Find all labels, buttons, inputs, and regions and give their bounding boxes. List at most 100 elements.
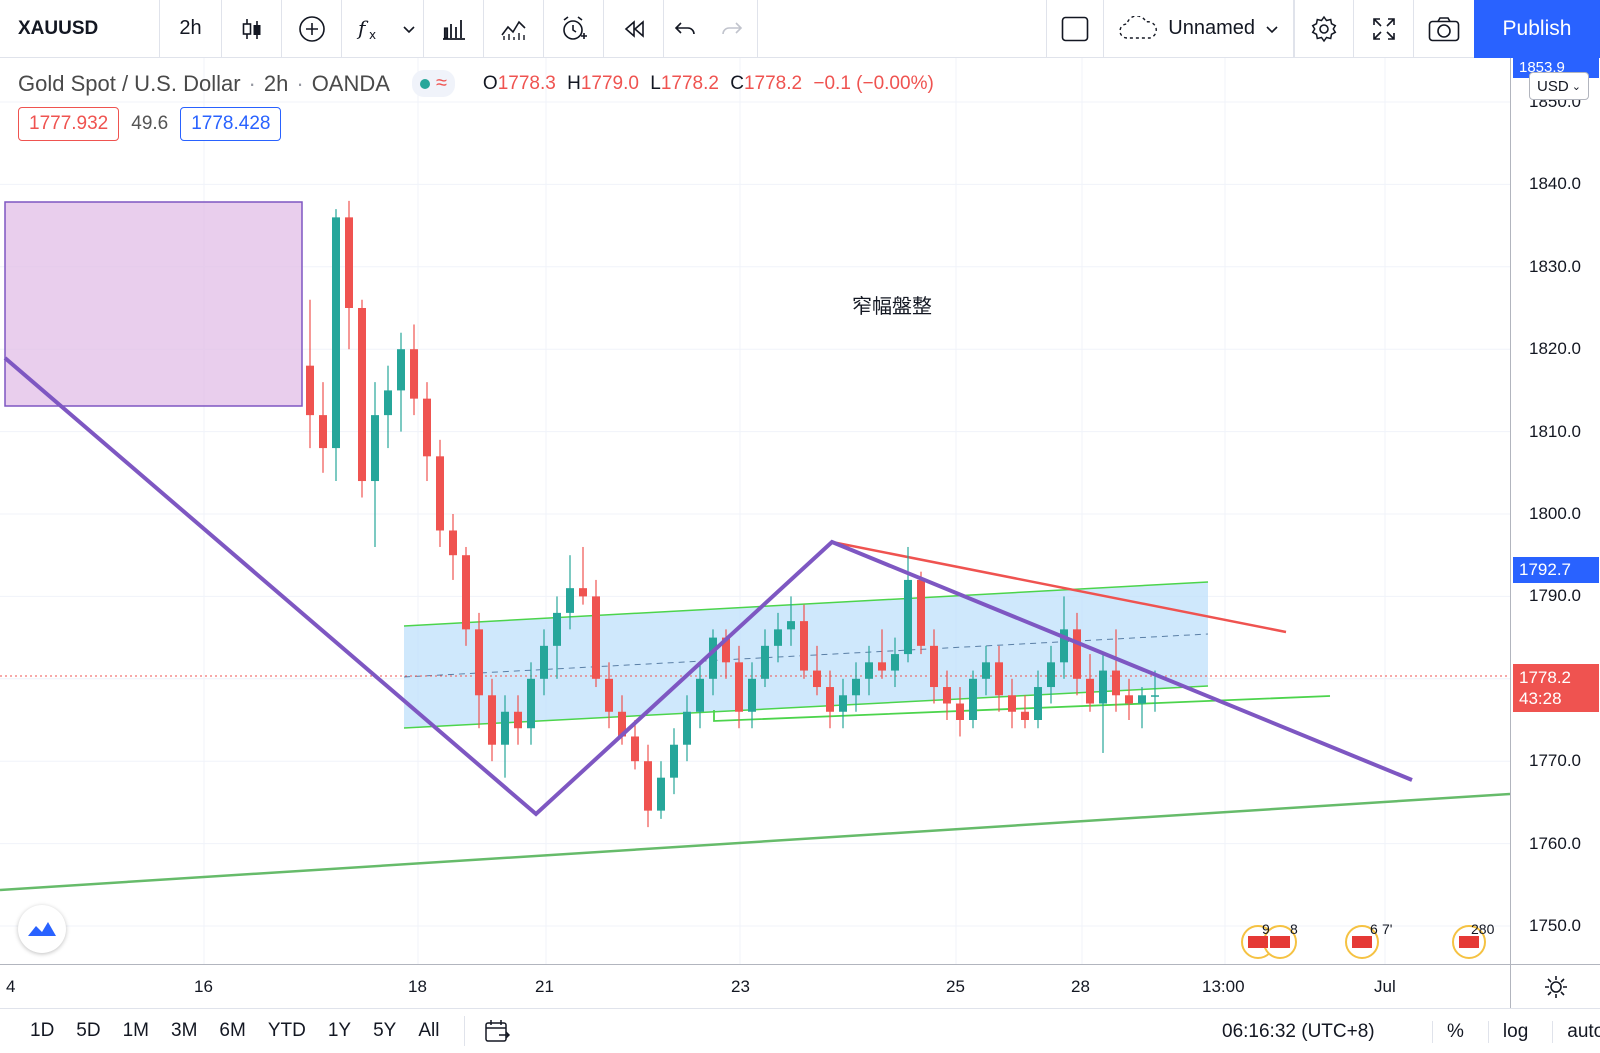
publish-button[interactable]: Publish	[1474, 0, 1600, 58]
range-button-6m[interactable]: 6M	[219, 1020, 246, 1041]
us-flag-icon	[1452, 925, 1486, 959]
range-button-1m[interactable]: 1M	[122, 1020, 149, 1041]
event-count: 9	[1262, 921, 1270, 937]
financials-button[interactable]	[424, 0, 484, 58]
redo-icon	[721, 21, 742, 34]
candle-body	[397, 349, 405, 391]
candle-body	[761, 645, 769, 679]
candle-body	[878, 662, 886, 671]
sell-button[interactable]: 1777.932	[18, 107, 120, 141]
compare-icon	[500, 20, 526, 40]
economic-event-badge[interactable]: 6 7'	[1340, 921, 1400, 963]
symbol-search-button[interactable]: XAUUSD	[0, 0, 160, 58]
alert-button[interactable]	[544, 0, 604, 58]
price-tick-label: 1830.0	[1529, 256, 1581, 276]
legend-source: OANDA	[311, 70, 390, 96]
market-open-dot	[419, 78, 430, 89]
auto-scale-toggle[interactable]: auto	[1552, 1021, 1600, 1043]
scale-options: % log auto	[1432, 1021, 1600, 1043]
buy-button[interactable]: 1778.428	[180, 107, 282, 141]
candle-body	[605, 678, 613, 712]
chart-settings-button[interactable]	[1510, 964, 1600, 1008]
goto-date-button[interactable]	[464, 1016, 511, 1046]
chart-type-button[interactable]	[222, 0, 282, 58]
range-button-ytd[interactable]: YTD	[267, 1020, 306, 1041]
interval-button[interactable]: 2h	[160, 0, 222, 58]
logo-icon	[28, 922, 56, 936]
candle-body	[709, 637, 717, 679]
candle-body	[1112, 670, 1120, 696]
candle-body	[540, 645, 548, 679]
range-button-3m[interactable]: 3M	[171, 1020, 198, 1041]
candle-body	[982, 662, 990, 679]
tradingview-logo[interactable]	[18, 905, 66, 953]
candle-body	[1125, 695, 1133, 704]
range-button-1y[interactable]: 1Y	[327, 1020, 352, 1041]
percent-scale-toggle[interactable]: %	[1432, 1021, 1464, 1043]
candle-body	[1008, 695, 1016, 712]
event-count: 6	[1370, 921, 1378, 937]
layout-icon	[1061, 16, 1089, 41]
candle-body	[839, 695, 847, 712]
time-axis[interactable]: 4 16 18 21 23 25 28 13:00 Jul	[0, 964, 1510, 1008]
settings-button[interactable]	[1294, 0, 1354, 58]
candle-body	[631, 736, 639, 762]
economic-event-badge[interactable]: 9 8	[1240, 921, 1310, 963]
currency-button[interactable]: USD ⌄	[1529, 72, 1589, 100]
range-button-all[interactable]: All	[418, 1020, 440, 1041]
chevron-down-icon	[402, 25, 415, 33]
settings-icon	[1311, 15, 1337, 42]
chart-pane[interactable]	[0, 58, 1510, 964]
legend-title[interactable]: Gold Spot / U.S. Dollar	[18, 70, 241, 96]
candle-body	[891, 654, 899, 671]
candle-body	[774, 629, 782, 646]
price-tick-label: 1750.0	[1529, 916, 1581, 935]
candle-body	[657, 777, 665, 811]
snapshot-button[interactable]	[1414, 0, 1474, 58]
time-label: 21	[535, 977, 554, 996]
fullscreen-button[interactable]	[1354, 0, 1414, 58]
long-support-line[interactable]	[0, 792, 1510, 892]
templates-button[interactable]	[484, 0, 544, 58]
candle-body	[358, 308, 366, 482]
range-button-5d[interactable]: 5D	[76, 1020, 101, 1041]
range-button-1d[interactable]: 1D	[30, 1020, 55, 1041]
svg-text:x: x	[369, 28, 376, 42]
candle-body	[1138, 695, 1146, 704]
candle-body	[930, 645, 938, 688]
channel-lower-line[interactable]	[403, 685, 1209, 729]
layout-select-button[interactable]	[1046, 0, 1105, 58]
bar-chart-icon	[442, 19, 465, 40]
chart-canvas[interactable]	[0, 58, 1510, 964]
layout-name-button[interactable]: Unnamed	[1104, 0, 1294, 58]
rectangle-drawing[interactable]	[4, 201, 303, 407]
log-scale-toggle[interactable]: log	[1487, 1021, 1528, 1043]
undo-icon	[674, 21, 695, 34]
price-scale[interactable]: 1850.0 1840.0 1830.0 1820.0 1810.0 1800.0 1790…	[1510, 58, 1600, 964]
candle-body	[1047, 662, 1055, 688]
candle-body	[826, 687, 834, 712]
candle-body	[527, 678, 535, 729]
candle-body	[306, 365, 314, 416]
economic-event-badge[interactable]: 280	[1447, 921, 1503, 963]
timezone-clock[interactable]: 06:16:32 (UTC+8)	[1222, 1021, 1375, 1042]
indicators-dropdown[interactable]	[394, 0, 424, 58]
range-button-5y[interactable]: 5Y	[373, 1020, 397, 1041]
text-annotation[interactable]: 窄幅盤整	[852, 294, 932, 318]
replay-button[interactable]	[604, 0, 664, 58]
ohlc-values: O1778.3 H1779.0 L1778.2 C1778.2 −0.1 (−0…	[477, 73, 934, 95]
redo-button[interactable]	[706, 0, 758, 58]
candle-body	[514, 711, 522, 729]
wave-line[interactable]	[3, 356, 1413, 817]
candle-body	[1099, 670, 1107, 704]
replay-icon	[624, 19, 644, 38]
support-line-short[interactable]	[713, 695, 1331, 722]
undo-button[interactable]	[664, 0, 706, 58]
compare-button[interactable]	[282, 0, 342, 58]
channel-mid-line[interactable]	[403, 633, 1209, 678]
market-status[interactable]: ≈	[411, 70, 455, 97]
open-value: 1778.3	[497, 72, 556, 94]
